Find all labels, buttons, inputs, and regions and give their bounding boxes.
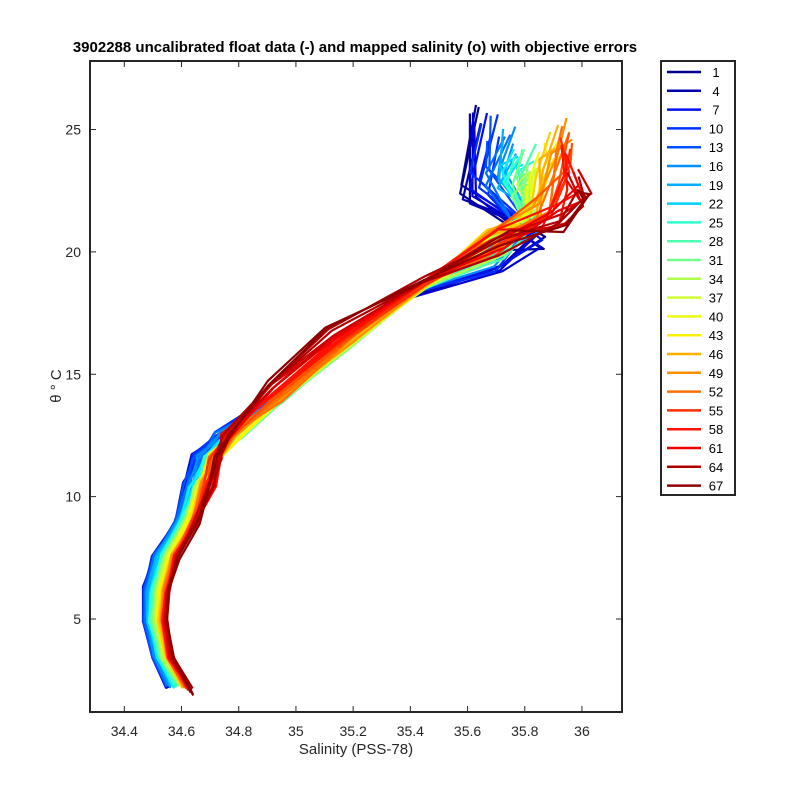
legend-label: 13	[709, 140, 723, 155]
x-tick-label: 35.6	[454, 723, 481, 739]
legend-label: 52	[709, 385, 723, 400]
x-tick-label: 34.8	[225, 723, 252, 739]
legend-label: 55	[709, 403, 723, 418]
legend-label: 40	[709, 309, 723, 324]
x-tick-label: 35	[288, 723, 304, 739]
profile-line-67	[165, 191, 591, 696]
y-tick-label: 20	[65, 244, 81, 260]
legend-label: 61	[709, 441, 723, 456]
x-tick-label: 35.4	[397, 723, 424, 739]
x-axis-label: Salinity (PSS-78)	[299, 741, 413, 758]
y-tick-label: 25	[65, 122, 81, 138]
legend-label: 25	[709, 215, 723, 230]
legend-label: 4	[712, 84, 719, 99]
legend-label: 49	[709, 366, 723, 381]
plot-frame	[89, 60, 623, 713]
legend-label: 28	[709, 234, 723, 249]
legend-label: 10	[709, 121, 723, 136]
axes-layer: 34.4 34.6 34.8 35 35.2 35.4 35.6 35.8 36 5 10 15 20 2…	[65, 61, 622, 739]
chart-title: 3902288 uncalibrated float data (-) and …	[73, 39, 637, 56]
y-axis-label: θ ° C	[48, 369, 65, 403]
legend-label: 67	[709, 479, 723, 494]
legend-label: 34	[709, 272, 723, 287]
legend: 1 4 7 10 13 16 19 22 25 28 31 34 37 40 43 46 49 52 55 58 61 6…	[660, 60, 736, 496]
x-tick-label: 35.8	[511, 723, 538, 739]
legend-label: 31	[709, 253, 723, 268]
legend-label: 1	[712, 65, 719, 80]
series-layer	[141, 104, 593, 696]
legend-label: 43	[709, 328, 723, 343]
x-tick-label: 36	[574, 723, 590, 739]
legend-label: 19	[709, 178, 723, 193]
legend-label: 37	[709, 291, 723, 306]
legend-label: 58	[709, 422, 723, 437]
x-tick-label: 34.4	[111, 723, 138, 739]
y-tick-label: 10	[65, 489, 81, 505]
legend-label: 22	[709, 197, 723, 212]
x-tick-label: 35.2	[340, 723, 367, 739]
y-tick-label: 5	[73, 611, 81, 627]
x-tick-label: 34.6	[168, 723, 195, 739]
legend-label: 64	[709, 460, 723, 475]
legend-label: 46	[709, 347, 723, 362]
legend-label: 16	[709, 159, 723, 174]
legend-label: 7	[712, 103, 719, 118]
y-tick-label: 15	[65, 366, 81, 382]
